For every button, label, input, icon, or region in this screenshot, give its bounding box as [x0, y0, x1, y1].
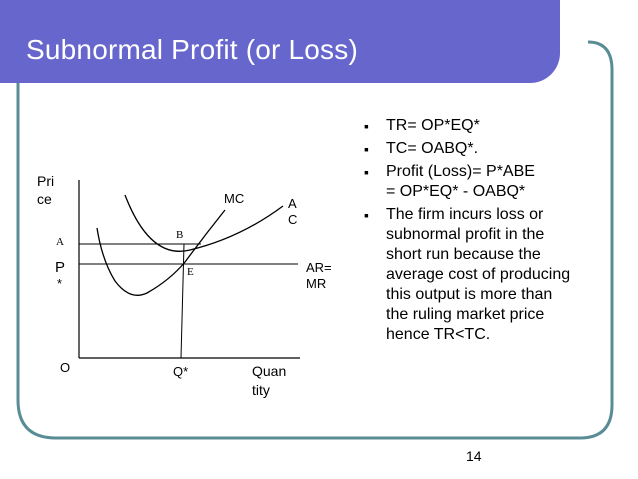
bullet-icon: ▪ — [364, 164, 369, 180]
frame-border — [16, 40, 614, 440]
bullet-text: short run because the — [386, 246, 541, 263]
price-p-label-line1: P — [55, 259, 65, 276]
price-p-label-line2: * — [57, 276, 62, 291]
bullet-icon: ▪ — [364, 141, 369, 157]
bullet-text: TC= OABQ*. — [386, 140, 479, 157]
point-b-label: B — [176, 229, 183, 241]
bullet-item: ▪ TR= OP*EQ* — [362, 116, 622, 136]
bullet-icon: ▪ — [364, 118, 369, 134]
bullet-text: this output is more than — [386, 286, 553, 303]
bullet-list: ▪ TR= OP*EQ* ▪ TC= OABQ*. ▪ Profit (Loss… — [362, 116, 622, 348]
bullet-text: The firm incurs loss or — [386, 206, 544, 223]
bullet-text: Profit (Loss)= P*ABE — [386, 163, 535, 180]
ac-curve — [124, 194, 284, 252]
quantity-line — [180, 243, 185, 359]
bullet-item: ▪ TC= OABQ*. — [362, 139, 622, 159]
x-axis-label-line1: Quan — [252, 363, 286, 379]
x-axis-label-line2: tity — [252, 382, 270, 398]
bullet-text: the ruling market price — [386, 306, 545, 323]
bullet-icon: ▪ — [364, 207, 369, 223]
ar-mr-label-line1: AR= — [306, 260, 332, 275]
ar-mr-label-line2: MR — [306, 276, 326, 291]
bullet-item: ▪ The firm incurs loss or subnormal prof… — [362, 205, 622, 345]
mc-curve — [96, 209, 226, 296]
ac-label-line1: A — [288, 196, 297, 211]
title-bar: Subnormal Profit (or Loss) — [0, 0, 560, 83]
y-axis-label-line2: ce — [37, 191, 52, 207]
page-number: 14 — [466, 448, 482, 464]
bullet-text: TR= OP*EQ* — [386, 117, 480, 134]
ac-label-line2: C — [288, 212, 297, 227]
y-axis-label-line1: Pri — [37, 173, 54, 189]
bullet-text: = OP*EQ* - OABQ* — [386, 183, 526, 200]
bullet-text: hence TR<TC. — [386, 326, 491, 343]
bullet-text: subnormal profit in the — [386, 226, 545, 243]
mc-label: MC — [224, 191, 244, 206]
bullet-item: ▪ Profit (Loss)= P*ABE = OP*EQ* - OABQ* — [362, 162, 622, 202]
q-star-label: Q* — [173, 364, 188, 379]
bullet-text: average cost of producing — [386, 266, 571, 283]
point-a-label: A — [56, 236, 64, 248]
slide-title: Subnormal Profit (or Loss) — [26, 34, 358, 65]
point-e-label: E — [187, 266, 194, 278]
origin-label: O — [60, 360, 70, 375]
